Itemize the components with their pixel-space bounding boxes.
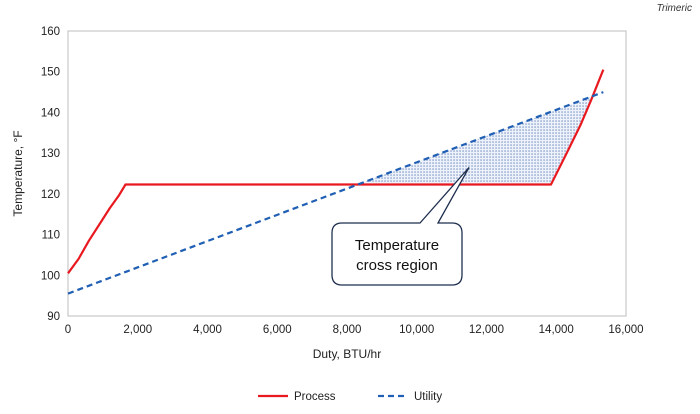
- x-tick-label: 10,000: [399, 324, 434, 336]
- y-tick-label: 140: [41, 107, 60, 119]
- x-tick-label: 14,000: [539, 324, 574, 336]
- annotation-text: cross region: [356, 257, 438, 274]
- y-axis-title: Temperature, °F: [11, 130, 25, 216]
- x-tick-label: 16,000: [608, 324, 643, 336]
- y-tick-label: 100: [41, 270, 60, 282]
- x-axis-title: Duty, BTU/hr: [313, 347, 381, 361]
- y-tick-label: 110: [42, 230, 60, 242]
- legend-label-utility: Utility: [414, 391, 442, 403]
- x-tick-label: 4,000: [193, 324, 222, 336]
- x-tick-label: 6,000: [263, 324, 292, 336]
- annotation-callout: [331, 166, 470, 286]
- y-tick-label: 160: [41, 26, 60, 38]
- x-tick-label: 12,000: [469, 324, 504, 336]
- series-line-process: [67, 69, 605, 274]
- y-tick-label: 150: [41, 67, 60, 79]
- annotation-text: Temperature: [355, 237, 439, 254]
- y-tick-label: 90: [47, 311, 60, 323]
- legend-label-process: Process: [294, 391, 336, 403]
- y-tick-label: 130: [41, 148, 60, 160]
- x-tick-label: 8,000: [333, 324, 362, 336]
- plot-area-frame: [67, 30, 627, 317]
- watermark-label: Trimeric: [656, 3, 692, 14]
- temperature-cross-shading: [362, 95, 593, 185]
- series-line-utility: [67, 91, 604, 295]
- x-tick-label: 0: [65, 324, 71, 336]
- x-tick-label: 2,000: [123, 324, 152, 336]
- y-tick-label: 120: [41, 189, 60, 201]
